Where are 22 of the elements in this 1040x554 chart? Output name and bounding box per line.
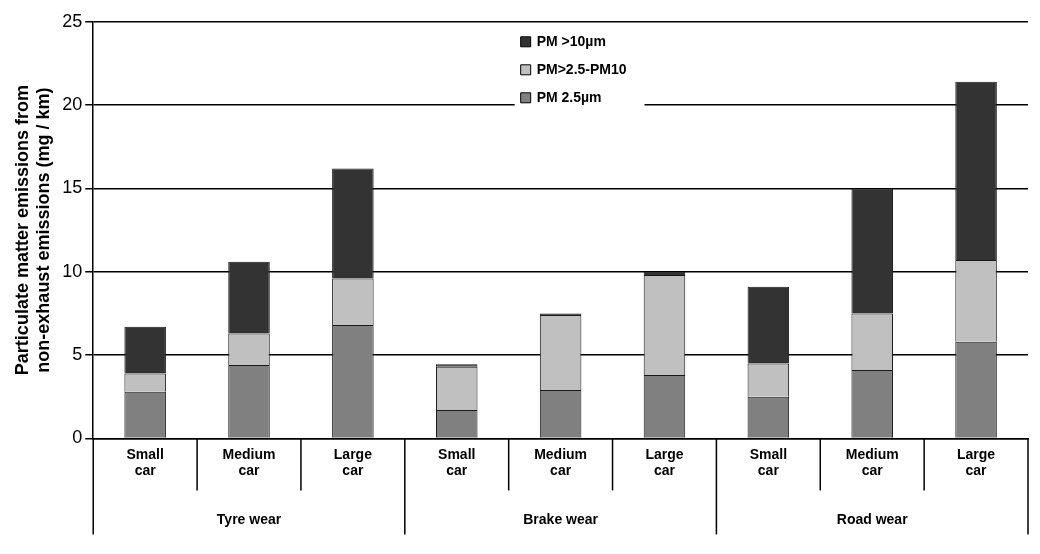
text: Tyre wear (216, 511, 282, 528)
y-tick-label: 5 (72, 344, 83, 365)
y-tick-label: 25 (62, 10, 83, 31)
x-tick-label: Medium car (845, 445, 899, 479)
y-tick-label: 10 (62, 260, 83, 281)
text: Road wear (836, 511, 909, 528)
y-tick-label: 0 (72, 427, 83, 448)
y-axis-title: Particulate matter emissions from non-exhaust emissions (mg / km) (11, 85, 54, 376)
text: Brake wear (523, 511, 599, 528)
x-tick-label: Medium car (534, 445, 588, 479)
x-tick-label: Small car (126, 445, 164, 479)
x-tick-label: Small car (749, 445, 788, 479)
legend-label: PM>2.5-PM10 (536, 60, 627, 77)
x-tick-label: Large car (957, 445, 996, 479)
legend-label: PM >10µm (536, 32, 606, 49)
x-tick-label: Medium car (222, 445, 276, 479)
x-tick-label: Large car (645, 445, 684, 479)
y-tick-label: 15 (62, 177, 83, 198)
x-tick-label: Large car (333, 445, 373, 479)
x-tick-label: Small car (438, 445, 476, 479)
legend-label: PM 2.5µm (536, 88, 602, 105)
y-tick-label: 20 (62, 94, 83, 115)
